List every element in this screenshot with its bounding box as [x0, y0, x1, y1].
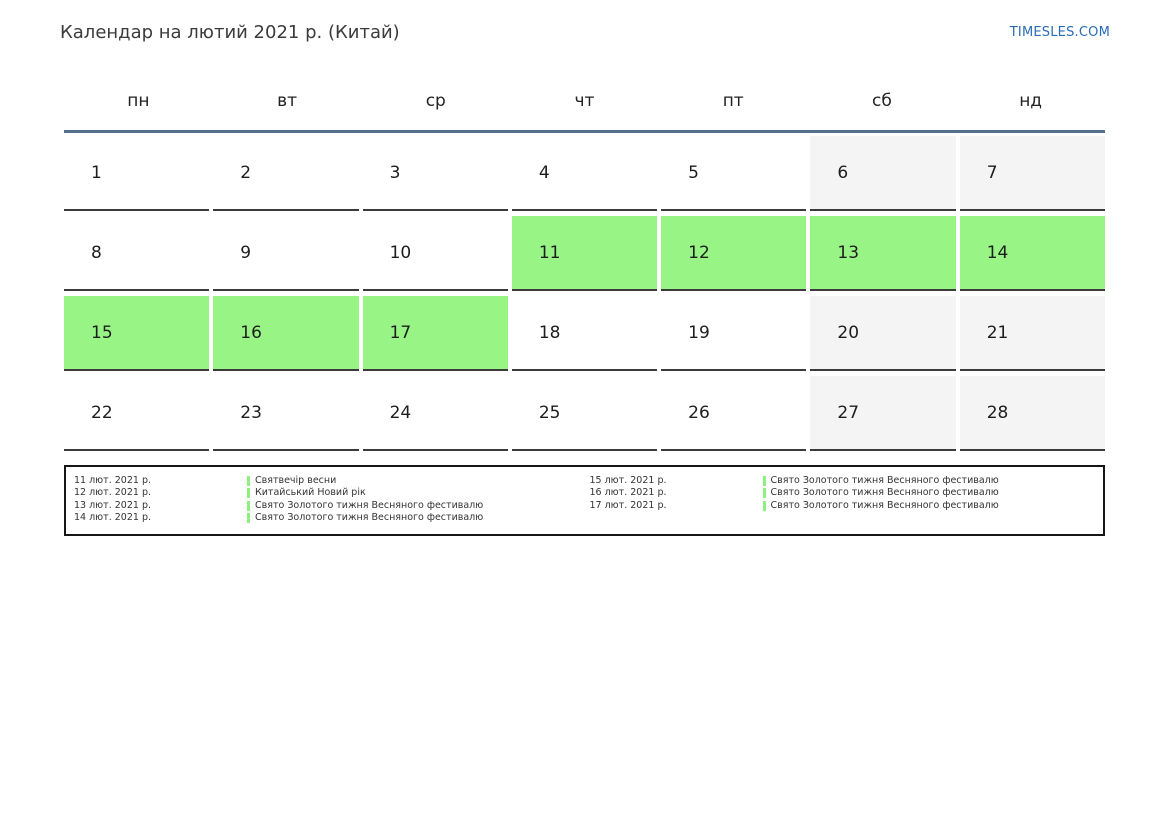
- day-cell: 12: [661, 216, 807, 291]
- weekday-label-wed: ср: [425, 91, 446, 111]
- legend-holiday-name: Свято Золотого тижня Весняного фестивалю: [770, 499, 999, 511]
- day-cell: 7: [959, 136, 1105, 211]
- day-cell: 3: [362, 136, 508, 211]
- holiday-marker-bar-icon: [247, 476, 250, 487]
- day-cell: 14: [959, 216, 1105, 291]
- day-cell: 24: [362, 376, 508, 451]
- week-row: 1 2 3 4 5 6 7: [64, 136, 1105, 211]
- legend-item: 15 лют. 2021 р. Свято Золотого тижня Вес…: [585, 475, 1104, 487]
- day-cell: 25: [511, 376, 658, 451]
- week-row: 15 16 17 18 19 20 21: [64, 296, 1105, 371]
- weekday-label-sun: нд: [1019, 91, 1043, 111]
- day-cell: 9: [213, 216, 359, 291]
- holiday-marker-bar-icon: [247, 488, 250, 499]
- day-cell: 17: [362, 296, 508, 371]
- day-cell: 19: [661, 296, 807, 371]
- holiday-marker-bar-icon: [762, 476, 766, 487]
- holiday-marker-bar-icon: [762, 500, 766, 511]
- week-row: 8 9 10 11 12 13 14: [64, 216, 1105, 291]
- day-cell: 13: [810, 216, 956, 291]
- legend-item: 11 лют. 2021 р. Святвечір весни: [66, 475, 585, 487]
- legend-holiday-name: Свято Золотого тижня Весняного фестивалю: [255, 499, 484, 511]
- day-cell: 5: [661, 136, 807, 211]
- legend-holiday-name: Свято Золотого тижня Весняного фестивалю: [770, 475, 999, 486]
- legend-item: 13 лют. 2021 р. Свято Золотого тижня Вес…: [66, 500, 585, 512]
- day-cell: 21: [959, 296, 1105, 371]
- day-cell: 2: [213, 136, 359, 211]
- weekday-label-thu: чт: [574, 91, 595, 111]
- day-cell: 28: [959, 376, 1105, 451]
- day-cell: 22: [64, 376, 210, 451]
- day-cell: 10: [362, 216, 508, 291]
- day-cell: 4: [511, 136, 658, 211]
- day-cell: 26: [661, 376, 807, 451]
- legend-column-right: 15 лют. 2021 р. Свято Золотого тижня Вес…: [585, 475, 1104, 524]
- day-cell: 18: [511, 296, 658, 371]
- weekday-label-mon: пн: [127, 91, 150, 111]
- weekday-header-row: пн вт ср чт пт сб нд: [64, 91, 1105, 133]
- legend-holiday-name: Свято Золотого тижня Весняного фестивалю: [770, 487, 999, 499]
- day-cell: 1: [64, 136, 210, 211]
- holiday-marker-bar-icon: [247, 513, 250, 524]
- legend-column-left: 11 лют. 2021 р. Святвечір весни 12 лют. …: [66, 475, 585, 524]
- legend-date: 17 лют. 2021 р.: [589, 499, 667, 511]
- legend-holiday-name: Китайський Новий рік: [255, 487, 366, 499]
- calendar: пн вт ср чт пт сб нд 1 2 3 4 5 6 7 8 9 1…: [64, 91, 1105, 451]
- day-cell: 16: [213, 296, 359, 371]
- legend-holiday-name: Святвечір весни: [255, 475, 337, 486]
- day-cell: 20: [810, 296, 956, 371]
- weekday-label-tue: вт: [277, 91, 298, 111]
- legend-date: 14 лют. 2021 р.: [74, 511, 151, 523]
- page-title: Календар на лютий 2021 р. (Китай): [60, 22, 400, 43]
- legend-item: 12 лют. 2021 р. Китайський Новий рік: [66, 487, 585, 499]
- legend-item: 16 лют. 2021 р. Свято Золотого тижня Вес…: [585, 487, 1104, 499]
- weekday-label-sat: сб: [872, 91, 892, 111]
- holiday-legend: 11 лют. 2021 р. Святвечір весни 12 лют. …: [64, 465, 1105, 537]
- legend-date: 11 лют. 2021 р.: [74, 475, 151, 486]
- legend-date: 13 лют. 2021 р.: [74, 499, 151, 511]
- week-row: 22 23 24 25 26 27 28: [64, 376, 1105, 451]
- day-cell: 8: [64, 216, 210, 291]
- day-cell: 23: [213, 376, 359, 451]
- day-cell: 15: [64, 296, 210, 371]
- day-cell: 27: [810, 376, 956, 451]
- holiday-marker-bar-icon: [247, 500, 250, 511]
- legend-date: 15 лют. 2021 р.: [589, 475, 667, 486]
- day-cell: 11: [511, 216, 658, 291]
- weekday-label-fri: пт: [722, 91, 744, 111]
- holiday-marker-bar-icon: [762, 488, 766, 499]
- legend-date: 12 лют. 2021 р.: [74, 487, 151, 499]
- legend-holiday-name: Свято Золотого тижня Весняного фестивалю: [255, 511, 484, 523]
- day-cell: 6: [810, 136, 956, 211]
- legend-date: 16 лют. 2021 р.: [589, 487, 667, 499]
- legend-item: 14 лют. 2021 р. Свято Золотого тижня Вес…: [66, 512, 585, 524]
- topbar: Календар на лютий 2021 р. (Китай) TIMESL…: [0, 0, 1169, 45]
- legend-item: 17 лют. 2021 р. Свято Золотого тижня Вес…: [585, 500, 1104, 512]
- brand-link[interactable]: TIMESLES.COM: [1009, 25, 1110, 40]
